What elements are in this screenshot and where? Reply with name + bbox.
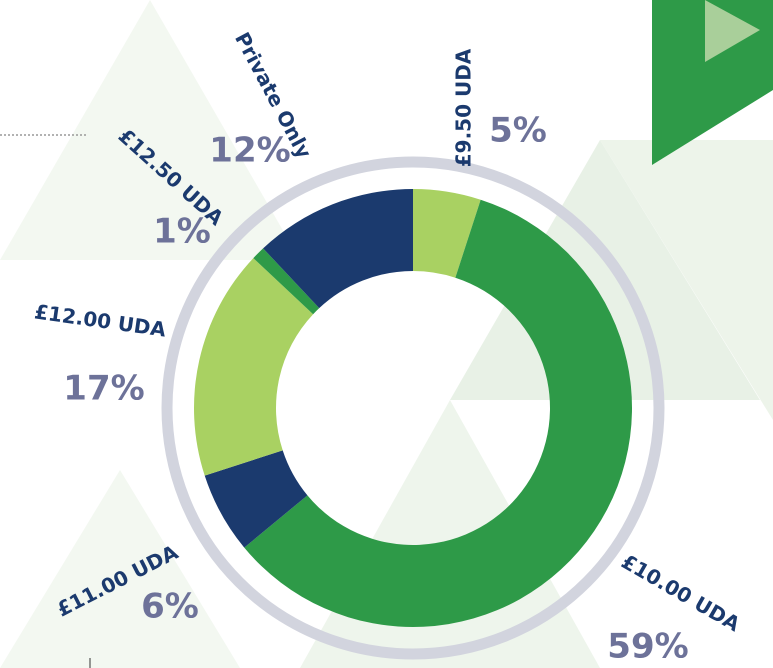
category-label: £10.00 UDA xyxy=(617,549,744,636)
donut-segment xyxy=(194,258,314,476)
donut-segment xyxy=(244,199,633,627)
value-label: 5% xyxy=(489,111,547,151)
outer-ring xyxy=(161,156,665,660)
donut-segment xyxy=(204,450,308,548)
category-label: £9.50 UDA xyxy=(452,48,476,167)
donut-segment xyxy=(413,189,481,278)
donut-segment xyxy=(263,189,413,309)
value-label: 1% xyxy=(153,212,211,252)
value-label: 6% xyxy=(141,587,199,627)
donut-segment xyxy=(253,248,320,315)
value-label: 17% xyxy=(63,369,144,409)
category-label: £12.00 UDA xyxy=(33,299,168,341)
value-label: 59% xyxy=(607,627,688,667)
value-label: 12% xyxy=(209,131,290,171)
